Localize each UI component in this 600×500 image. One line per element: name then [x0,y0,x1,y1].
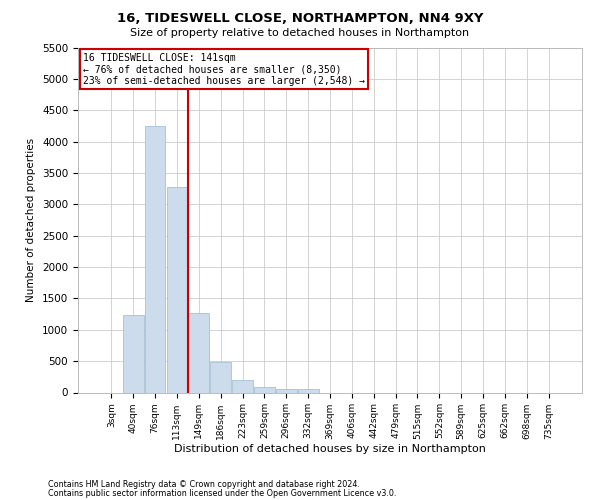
Bar [232,380,253,392]
Bar [276,389,296,392]
Bar [210,362,231,392]
Bar [145,126,166,392]
Text: 16 TIDESWELL CLOSE: 141sqm
← 76% of detached houses are smaller (8,350)
23% of s: 16 TIDESWELL CLOSE: 141sqm ← 76% of deta… [83,52,365,86]
Text: Contains public sector information licensed under the Open Government Licence v3: Contains public sector information licen… [48,490,397,498]
Bar [123,316,143,392]
Bar [254,387,275,392]
Y-axis label: Number of detached properties: Number of detached properties [26,138,37,302]
Bar [298,389,319,392]
X-axis label: Distribution of detached houses by size in Northampton: Distribution of detached houses by size … [174,444,486,454]
Text: Contains HM Land Registry data © Crown copyright and database right 2024.: Contains HM Land Registry data © Crown c… [48,480,360,489]
Text: Size of property relative to detached houses in Northampton: Size of property relative to detached ho… [130,28,470,38]
Bar [188,313,209,392]
Bar [167,187,187,392]
Text: 16, TIDESWELL CLOSE, NORTHAMPTON, NN4 9XY: 16, TIDESWELL CLOSE, NORTHAMPTON, NN4 9X… [117,12,483,26]
